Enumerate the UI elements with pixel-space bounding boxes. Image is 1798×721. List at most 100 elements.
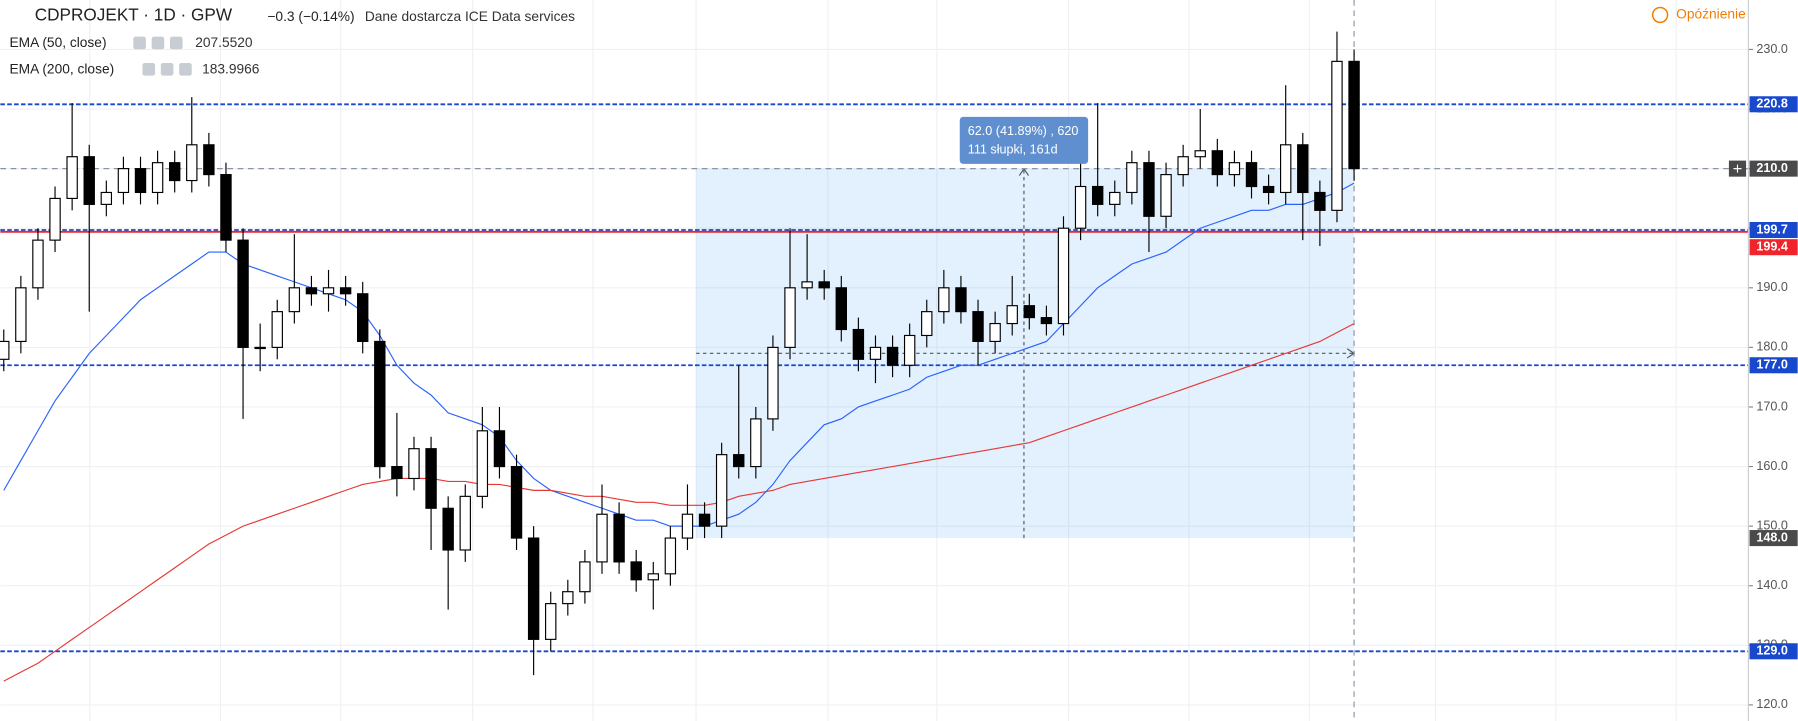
y-tick-label: 230.0 [1756, 42, 1788, 56]
candle-body [408, 448, 420, 480]
level-label: 177.0 [1756, 358, 1788, 372]
measure-tooltip [959, 116, 1089, 164]
level-label-bg [1749, 96, 1798, 113]
y-tick-label: 140.0 [1756, 578, 1788, 592]
candle-body [1057, 227, 1070, 325]
legend-entry[interactable]: EMA (50, close) [9, 35, 106, 50]
candle-body [168, 162, 181, 182]
level-label: 199.7 [1756, 222, 1788, 236]
candle-body [493, 430, 506, 468]
candle-body [715, 454, 728, 527]
candle-body [1091, 185, 1104, 205]
level-label-bg [1749, 239, 1798, 256]
candle-body [1279, 144, 1292, 194]
candle-body [510, 465, 523, 539]
legend-value: 183.9966 [202, 62, 260, 77]
candle-body [1314, 191, 1326, 211]
candle-body [1177, 156, 1189, 176]
legend-value: 207.5520 [195, 35, 253, 50]
symbol-title[interactable]: CDPROJEKT · 1D · GPW [35, 5, 233, 25]
candle-body [1194, 150, 1206, 158]
legend-icons[interactable] [133, 36, 192, 76]
candle-body [647, 573, 659, 581]
candle-body [186, 144, 198, 182]
candle-body [784, 287, 796, 348]
y-tick-label: 150.0 [1756, 518, 1788, 532]
candle-body [664, 537, 677, 575]
candle-body [32, 239, 44, 289]
grid [0, 0, 1749, 721]
candle-body [425, 448, 437, 509]
candle-body [1228, 162, 1241, 176]
measure-text: 111 słupki, 161d [968, 142, 1058, 156]
candle-body [1245, 162, 1258, 188]
y-tick-label: 180.0 [1756, 340, 1788, 354]
candle-body [220, 174, 232, 241]
candle-body [681, 513, 694, 539]
candle-body [117, 168, 130, 194]
candle-body [955, 287, 967, 313]
candle-body [49, 197, 61, 241]
candle-body [869, 346, 882, 360]
candle-body [322, 287, 335, 295]
level-label: 210.0 [1756, 161, 1788, 175]
candle-body [83, 156, 95, 205]
candle-body [0, 340, 10, 360]
candle-body [527, 537, 540, 640]
ema-line [3, 323, 1355, 682]
candle-body [1297, 144, 1309, 194]
price-change: −0.3 (−0.14%) [267, 9, 354, 24]
y-tick-label: 160.0 [1756, 459, 1788, 473]
level-label-bg [1749, 643, 1798, 660]
candle-body [852, 328, 865, 360]
legend-entry[interactable]: EMA (200, close) [9, 62, 114, 77]
candle-body [903, 334, 916, 366]
candle-body [1074, 185, 1087, 229]
level-label: 199.4 [1756, 240, 1788, 254]
candle-body [391, 465, 403, 480]
y-tick-label: 190.0 [1756, 280, 1788, 294]
candle-body [1109, 191, 1121, 205]
candle-body [66, 156, 78, 199]
candle-body [972, 311, 984, 343]
candle-body [271, 311, 283, 348]
level-label: 129.0 [1756, 644, 1788, 658]
candle-body [545, 603, 557, 640]
candle-body [886, 346, 899, 366]
candle-body [1040, 317, 1053, 325]
candle-body [750, 418, 762, 468]
candle-body [579, 561, 591, 593]
level-label: 148.0 [1756, 530, 1788, 544]
candle-body [1006, 305, 1018, 325]
candle-body [1211, 150, 1224, 176]
candle-body [818, 281, 830, 289]
candle-body [288, 287, 301, 313]
data-source: Dane dostarcza ICE Data services [365, 9, 575, 24]
y-tick-label: 170.0 [1756, 399, 1788, 413]
candle-body [15, 287, 27, 343]
candle-body [613, 513, 625, 563]
candle-body [339, 287, 352, 295]
candle-body [442, 507, 454, 551]
measure-text: 62.0 (41.89%) , 620 [968, 124, 1079, 138]
candle-body [989, 322, 1001, 343]
candle-body [203, 144, 215, 176]
candle-body [357, 293, 369, 343]
candle-body [1160, 174, 1172, 217]
plus-icon [1733, 164, 1742, 173]
candle-body [100, 191, 113, 205]
candle-body [767, 346, 779, 420]
delay-status[interactable]: Opóźnienie [1676, 7, 1746, 22]
level-label-bg [1749, 530, 1798, 547]
candle-body [921, 311, 933, 337]
candle-body [237, 239, 249, 348]
y-tick-label: 120.0 [1756, 697, 1788, 711]
candle-body [835, 287, 847, 331]
candle-body [938, 287, 950, 313]
price-axis: 120.0130.0140.0150.0160.0170.0180.0190.0… [1728, 0, 1798, 721]
level-label-bg [1749, 357, 1798, 374]
level-label: 220.8 [1756, 97, 1788, 111]
level-label-bg [1749, 221, 1798, 239]
